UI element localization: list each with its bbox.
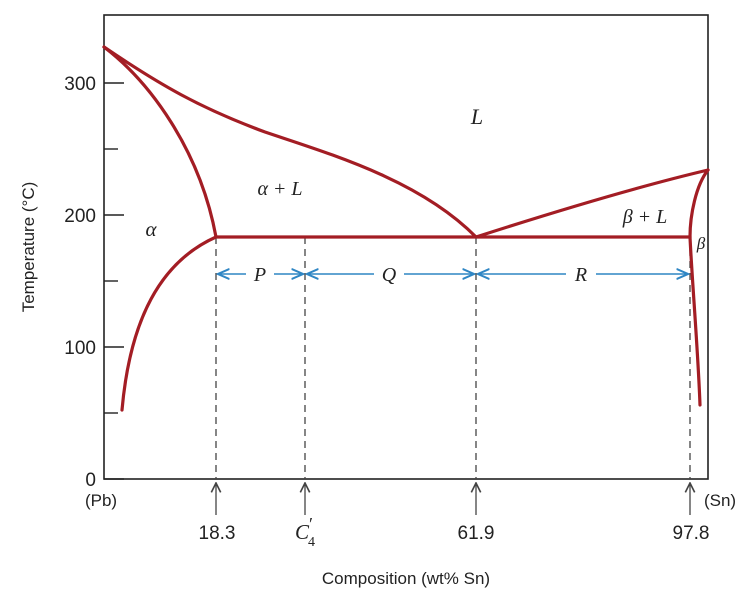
composition-label-c4: C′ 4 <box>295 514 315 550</box>
segment-label-q: Q <box>382 264 397 286</box>
liquidus-left <box>102 45 478 239</box>
solvus-alpha <box>120 235 218 412</box>
composition-arrows <box>216 483 690 515</box>
solidus-alpha <box>102 45 218 239</box>
region-alpha-liquid: α + L <box>257 178 302 200</box>
composition-label-97-8: 97.8 <box>673 523 710 544</box>
liquidus-right <box>474 168 710 239</box>
y-tick-label-0: 0 <box>85 470 96 491</box>
y-tick-label-200: 200 <box>64 206 96 227</box>
c4-base: C <box>295 520 310 544</box>
plot-frame <box>103 14 709 480</box>
composition-label-18-3: 18.3 <box>199 523 236 544</box>
y-tick-label-100: 100 <box>64 338 96 359</box>
solvus-beta <box>688 235 702 407</box>
segment-label-p: P <box>253 264 266 286</box>
y-axis-label: Temperature (°C) <box>19 182 38 313</box>
composition-label-61-9: 61.9 <box>458 523 495 544</box>
c4-prime: ′ <box>309 514 313 534</box>
composition-dashed-lines <box>215 237 691 479</box>
region-liquid: L <box>470 104 483 129</box>
x-right-end-label: (Sn) <box>704 491 736 510</box>
solidus-beta <box>688 168 710 239</box>
region-alpha: α <box>145 217 157 241</box>
phase-boundaries <box>102 45 710 412</box>
x-axis-label: Composition (wt% Sn) <box>322 569 490 588</box>
region-beta: β <box>696 234 706 253</box>
x-left-end-label: (Pb) <box>85 491 117 510</box>
region-beta-liquid: β + L <box>622 206 668 228</box>
c4-subscript: 4 <box>308 535 315 550</box>
y-ticks <box>104 82 124 480</box>
y-tick-label-300: 300 <box>64 74 96 95</box>
segment-label-r: R <box>574 264 587 286</box>
